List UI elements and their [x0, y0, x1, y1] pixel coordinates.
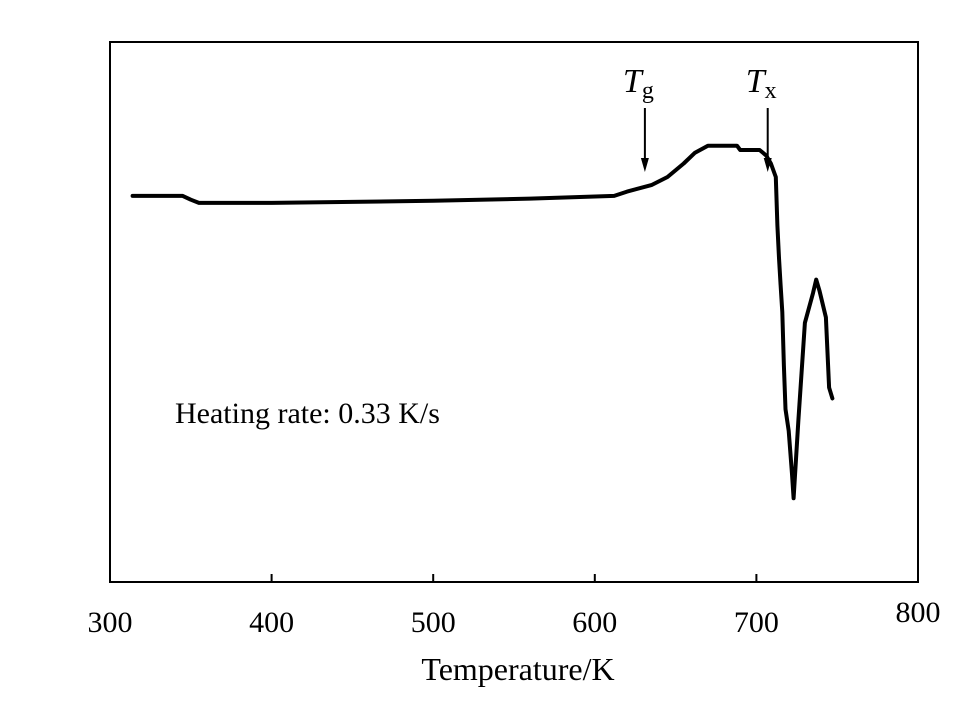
annotation-arrow-head: [763, 158, 772, 172]
x-tick-label-800: 800: [896, 596, 941, 629]
inset-text: Heating rate: 0.33 K/s: [175, 397, 440, 430]
annotation-label-tx: Tx: [746, 63, 777, 104]
x-axis-ticks: [109, 574, 919, 582]
annotation-label-tg: Tg: [623, 63, 654, 104]
x-axis-tick-labels: 300 400 500 600 700 800: [88, 596, 941, 639]
x-tick-label-300: 300: [88, 606, 133, 639]
annotation-tg: Tg: [623, 63, 654, 172]
x-tick-label-600: 600: [572, 606, 617, 639]
annotation-tx: Tx: [746, 63, 777, 172]
x-axis-label: Temperature/K: [421, 651, 614, 687]
annotations: Tg Tx: [623, 63, 777, 172]
x-tick-label-400: 400: [249, 606, 294, 639]
x-tick-label-700: 700: [734, 606, 779, 639]
annotation-arrow-head: [640, 158, 649, 172]
plot-frame: [109, 41, 919, 583]
x-tick-label-500: 500: [411, 606, 456, 639]
series-line: [130, 143, 835, 501]
